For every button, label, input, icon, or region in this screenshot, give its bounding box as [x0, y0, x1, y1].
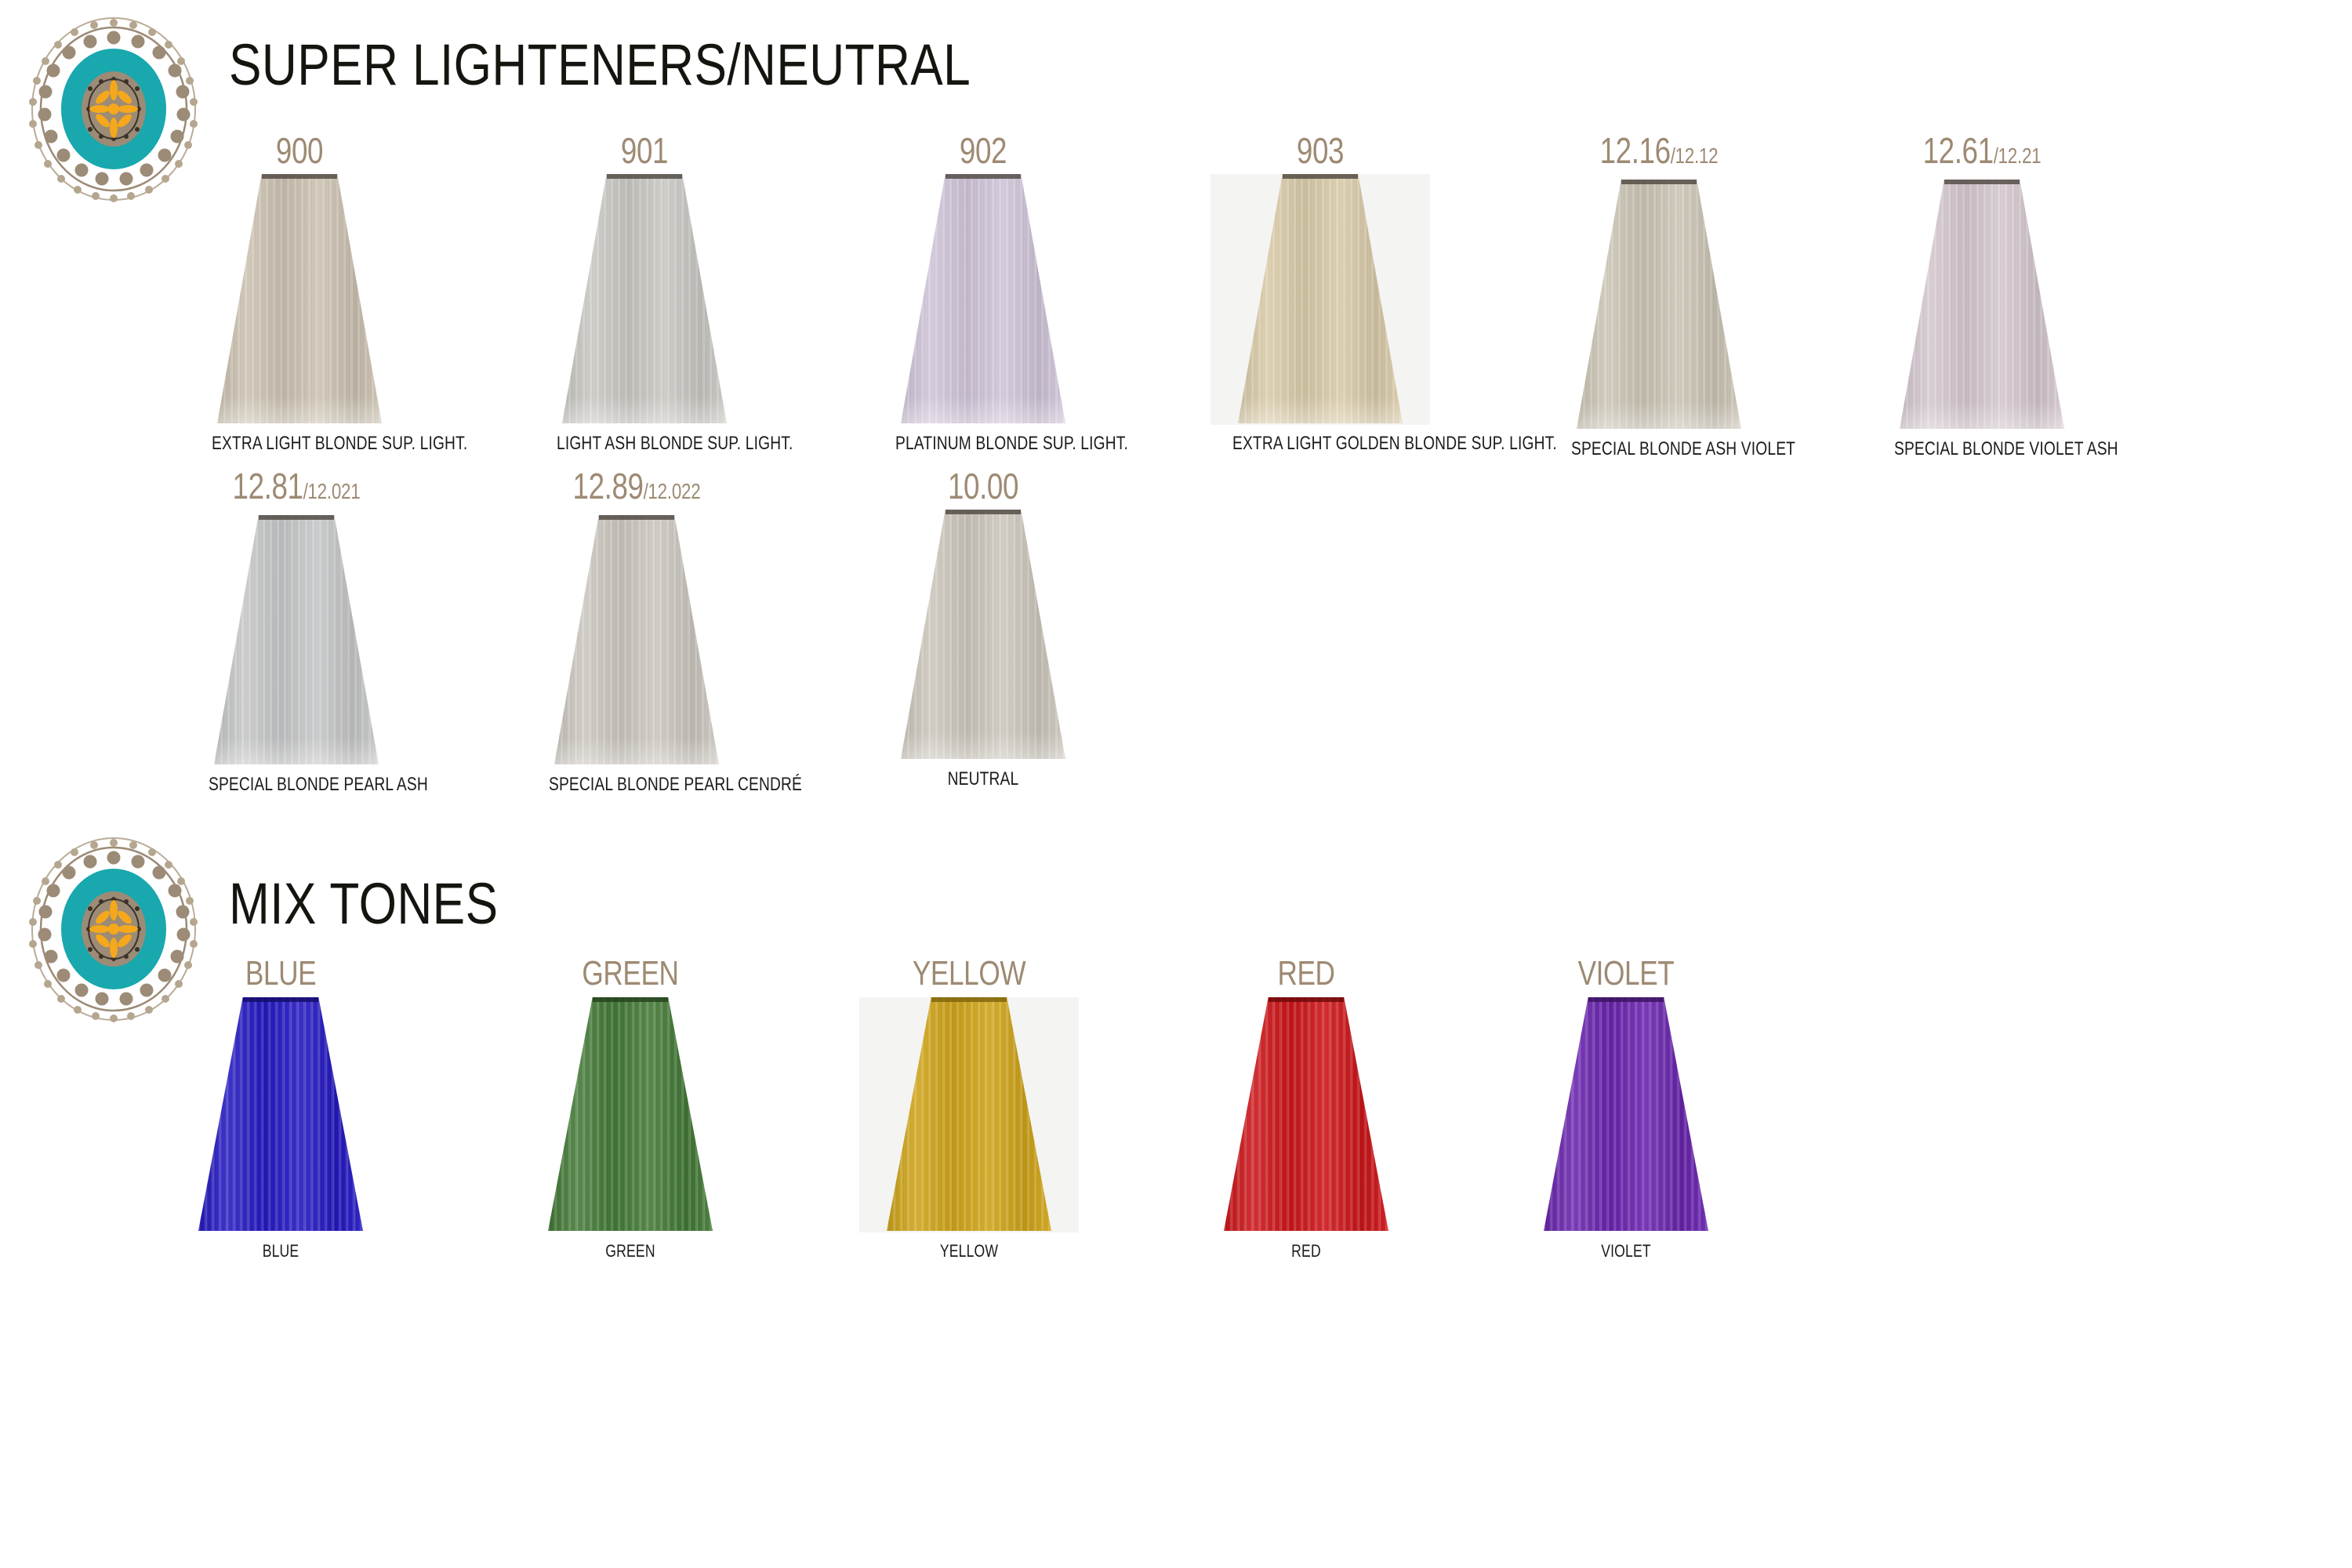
swatch-12-16[interactable]: 12.16/12.12 SPECIAL BLONDE ASH VIOLET — [1549, 130, 1796, 460]
swatch-12-81[interactable]: 12.81/12.021 SPECIAL BLONDE PEARL ASH — [187, 466, 428, 796]
swatch-code: 12.16/12.12 — [1599, 130, 1719, 171]
swatch-caption: SPECIAL BLONDE ASH VIOLET — [1571, 438, 1796, 459]
hair-swatch-image — [1516, 997, 1736, 1232]
hair-swatch-image — [873, 174, 1093, 425]
swatch-mix-green[interactable]: GREEN GREEN — [521, 953, 740, 1262]
swatch-10-00[interactable]: 10.00 NEUTRAL — [873, 466, 1093, 790]
hair-swatch-image — [1872, 180, 2092, 430]
swatch-code: 12.81/12.021 — [232, 466, 361, 506]
swatch-mix-red[interactable]: RED RED — [1196, 953, 1416, 1262]
swatch-mix-blue[interactable]: BLUE BLUE — [171, 953, 390, 1262]
swatch-caption: BLUE — [262, 1241, 299, 1261]
swatch-code: YELLOW — [912, 954, 1026, 993]
section-title-super-lighteners: SUPER LIGHTENERS/NEUTRAL — [229, 32, 971, 97]
brand-logo-top — [24, 11, 204, 207]
swatch-903[interactable]: 903 EXTRA LIGHT GOLDEN BLONDE SUP. LIGHT… — [1210, 130, 1557, 455]
swatch-code: 903 — [1296, 130, 1345, 171]
swatch-code: 901 — [620, 130, 669, 171]
swatch-900[interactable]: 900 EXTRA LIGHT BLONDE SUP. LIGHT. — [190, 130, 468, 455]
swatch-caption: SPECIAL BLONDE PEARL ASH — [209, 774, 428, 795]
swatch-caption: VIOLET — [1601, 1241, 1651, 1261]
swatch-code: RED — [1277, 954, 1335, 993]
swatch-12-89[interactable]: 12.89/12.022 SPECIAL BLONDE PEARL CENDRÉ — [527, 466, 802, 796]
swatch-mix-violet[interactable]: VIOLET VIOLET — [1516, 953, 1736, 1262]
swatch-caption: SPECIAL BLONDE PEARL CENDRÉ — [549, 774, 802, 795]
hair-swatch-image — [1196, 997, 1416, 1232]
hair-swatch-image — [535, 174, 754, 425]
swatch-caption: EXTRA LIGHT GOLDEN BLONDE SUP. LIGHT. — [1232, 433, 1557, 454]
swatch-caption: SPECIAL BLONDE VIOLET ASH — [1894, 438, 2118, 459]
mandala-icon — [29, 17, 198, 202]
swatch-code: VIOLET — [1577, 954, 1675, 993]
swatch-caption: PLATINUM BLONDE SUP. LIGHT. — [895, 433, 1129, 454]
hair-swatch-image — [859, 997, 1079, 1232]
hair-swatch-image — [190, 174, 409, 425]
hair-swatch-image — [527, 515, 746, 766]
swatch-code: 900 — [275, 130, 324, 171]
swatch-code: 902 — [959, 130, 1007, 171]
section-title-mix-tones: MIX TONES — [229, 871, 499, 936]
brand-logo-bottom — [24, 831, 204, 1027]
hair-swatch-image — [1210, 174, 1430, 425]
hair-swatch-image — [873, 510, 1093, 760]
hair-swatch-image — [171, 997, 390, 1232]
hair-swatch-image — [521, 997, 740, 1232]
hair-swatch-image — [1549, 180, 1769, 430]
swatch-caption: RED — [1291, 1241, 1321, 1261]
hair-swatch-image — [187, 515, 406, 766]
swatch-code: BLUE — [245, 954, 317, 993]
swatch-caption: GREEN — [605, 1241, 655, 1261]
swatch-mix-yellow[interactable]: YELLOW YELLOW — [859, 953, 1079, 1262]
swatch-caption: NEUTRAL — [947, 768, 1019, 789]
swatch-902[interactable]: 902 PLATINUM BLONDE SUP. LIGHT. — [873, 130, 1129, 455]
swatch-code: GREEN — [582, 954, 679, 993]
mandala-icon — [29, 837, 198, 1022]
swatch-12-61[interactable]: 12.61/12.21 SPECIAL BLONDE VIOLET ASH — [1872, 130, 2118, 460]
swatch-code: 10.00 — [947, 466, 1019, 506]
swatch-code: 12.89/12.022 — [572, 466, 701, 506]
swatch-code: 12.61/12.21 — [1922, 130, 2042, 171]
swatch-caption: EXTRA LIGHT BLONDE SUP. LIGHT. — [212, 433, 468, 454]
swatch-901[interactable]: 901 LIGHT ASH BLONDE SUP. LIGHT. — [535, 130, 793, 455]
swatch-caption: LIGHT ASH BLONDE SUP. LIGHT. — [557, 433, 793, 454]
swatch-caption: YELLOW — [939, 1241, 999, 1261]
